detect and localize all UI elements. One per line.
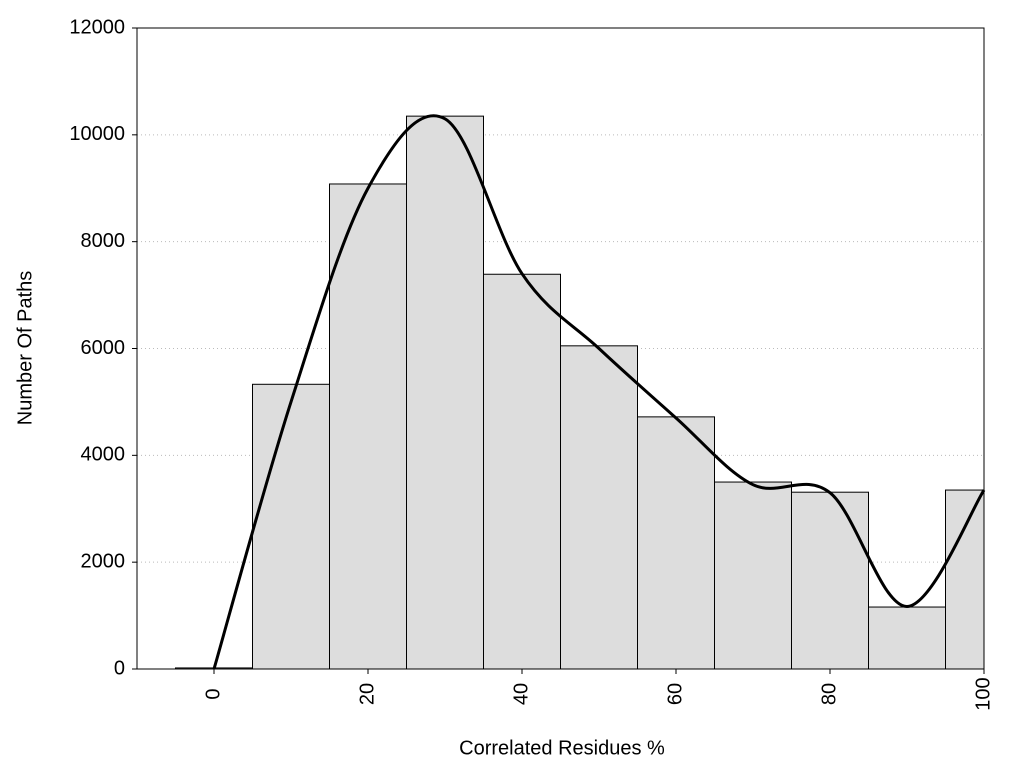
y-tick-label: 0 — [114, 657, 125, 679]
y-tick-label: 6000 — [81, 337, 126, 359]
y-tick-label: 8000 — [81, 230, 126, 252]
bar — [483, 273, 561, 670]
bar — [406, 115, 484, 670]
x-tick-label: 0 — [202, 688, 224, 699]
smooth-line — [212, 114, 986, 670]
bar — [868, 606, 946, 670]
plot-frame — [136, 27, 985, 670]
x-tick-label: 20 — [356, 683, 378, 705]
y-axis-label: Number Of Paths — [14, 271, 36, 426]
bar — [560, 345, 638, 670]
y-tick-label: 2000 — [81, 550, 126, 572]
y-tick-label: 10000 — [69, 123, 125, 145]
y-tick-label: 4000 — [81, 444, 126, 466]
bar — [252, 383, 330, 670]
x-axis-label: Correlated Residues % — [459, 737, 665, 759]
bar — [714, 481, 792, 670]
x-tick-label: 100 — [972, 677, 994, 710]
bar — [791, 491, 869, 670]
bar — [329, 183, 407, 670]
y-tick-label: 12000 — [69, 16, 125, 38]
x-tick-label: 80 — [818, 683, 840, 705]
x-tick-label: 60 — [664, 683, 686, 705]
bar — [637, 416, 715, 670]
bar — [945, 489, 985, 670]
x-tick-label: 40 — [510, 683, 532, 705]
